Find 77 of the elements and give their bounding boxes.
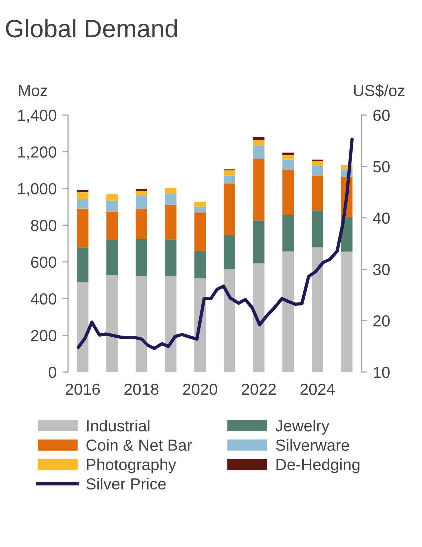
- bar: [77, 282, 89, 372]
- bar: [106, 276, 118, 372]
- bar: [282, 214, 294, 252]
- bar: [312, 161, 324, 166]
- y-tick-label: 0: [48, 366, 57, 378]
- bar: [253, 146, 265, 159]
- bar: [136, 239, 148, 276]
- bar: [312, 176, 324, 211]
- legend-label: Silver Price: [86, 478, 166, 490]
- y2-tick-label: 30: [373, 264, 390, 276]
- y2-tick-label: 10: [374, 366, 390, 378]
- bar: [253, 137, 265, 140]
- bar: [136, 191, 148, 196]
- legend-label: De-Hedging: [276, 458, 360, 474]
- bar: [106, 240, 118, 276]
- y2-axis-title: US$/oz: [354, 84, 405, 98]
- bar: [224, 268, 236, 372]
- legend-label: Photography: [87, 458, 176, 474]
- y2-tick-label: 60: [374, 110, 390, 122]
- bar: [77, 192, 89, 200]
- bar: [194, 212, 206, 252]
- bar: [194, 251, 206, 279]
- bar: [136, 276, 148, 372]
- y2-tick-label: 50: [373, 161, 390, 173]
- legend-label: Industrial: [87, 420, 150, 432]
- bar: [224, 176, 236, 184]
- bar: [224, 184, 236, 236]
- y-tick-label: 1,000: [18, 183, 57, 197]
- bar: [253, 264, 265, 372]
- bar: [106, 200, 118, 212]
- chart-title: Global Demand: [6, 19, 178, 38]
- y-tick-label: 800: [31, 220, 57, 232]
- bar: [312, 210, 324, 248]
- bar: [77, 199, 89, 209]
- line-series: [76, 138, 354, 350]
- bar: [282, 152, 294, 156]
- bar: [341, 252, 353, 372]
- bar: [282, 252, 294, 372]
- bar: [282, 170, 294, 215]
- x-tick-label: 2016: [66, 384, 100, 396]
- bar: [77, 248, 89, 282]
- y-axis-title: Moz: [19, 85, 48, 96]
- legend-label: Coin & Net Bar: [86, 439, 192, 452]
- bar: [194, 206, 206, 213]
- bar: [165, 194, 177, 205]
- bar: [253, 220, 265, 264]
- y2-tick-label: 40: [373, 212, 390, 224]
- x-tick-label: 2022: [242, 384, 276, 396]
- bar: [77, 208, 89, 248]
- bar: [282, 160, 294, 170]
- x-tick-label: 2020: [183, 384, 218, 396]
- legend-label: Jewelry: [276, 420, 330, 435]
- y-tick-label: 200: [31, 330, 57, 342]
- bar: [253, 140, 265, 146]
- y-tick-label: 1,200: [18, 146, 57, 160]
- bar: [106, 212, 118, 240]
- x-tick-label: 2018: [124, 384, 159, 396]
- bar: [165, 276, 177, 372]
- x-tick-label: 2024: [300, 384, 335, 396]
- bar: [312, 166, 324, 176]
- bar: [194, 202, 206, 207]
- bar: [282, 155, 294, 160]
- bar: [165, 188, 177, 194]
- bar: [136, 196, 148, 209]
- bar: [136, 208, 148, 240]
- bar: [312, 248, 324, 372]
- bar: [224, 236, 236, 269]
- bar: [165, 240, 177, 276]
- bar: [165, 204, 177, 240]
- y2-tick-label: 20: [374, 316, 390, 327]
- bar: [106, 194, 118, 201]
- bar: [224, 170, 236, 176]
- y-tick-label: 600: [31, 256, 57, 268]
- y-tick-label: 1,400: [18, 110, 57, 124]
- legend-label: Silverware: [276, 439, 350, 452]
- y-tick-label: 400: [30, 294, 57, 305]
- bar: [253, 158, 265, 221]
